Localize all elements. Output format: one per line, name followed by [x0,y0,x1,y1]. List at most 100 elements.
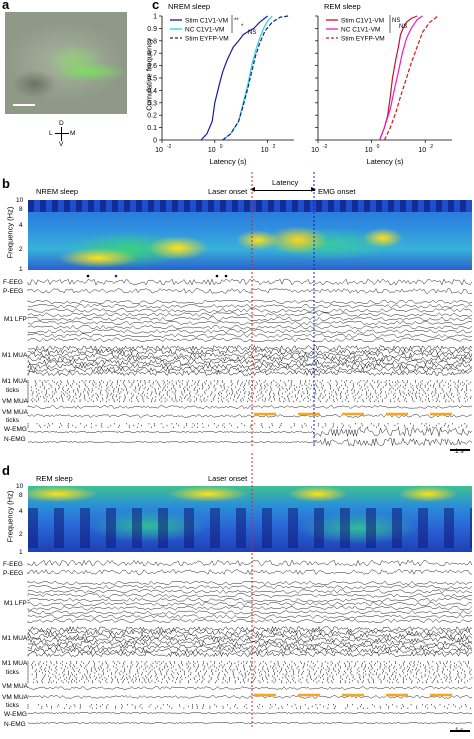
trace-vm-ticks-row [27,704,466,706]
trace-m1-lfp-channel [27,589,473,594]
trace-m1-lfp-channel [27,580,473,586]
d-freq-tick-10: 10 [16,483,24,490]
b-emg-onset: EMG onset [318,187,356,196]
compass-m: M [70,130,76,137]
b-freq-tick-2: 2 [19,246,23,253]
compass-cross-h [55,133,69,134]
c0-xtick-label: 10 [208,147,216,154]
panel-c-letter: c [152,0,160,12]
c0-significance-2: NS [248,30,256,36]
trace-m1-mua-channel [27,633,473,640]
trace-m1-lfp-channel [27,597,473,603]
b-trace-label-m1mua: M1 MUA [2,352,28,359]
c1-xtick-exponent: 2 [430,144,433,150]
c0-xtick-label: 10 [155,147,163,154]
b-trace-label-m1lfp: M1 LFP [4,316,27,323]
d-trace-label-wemg: W-EMG [4,711,27,718]
trace-m1-lfp-channel [27,610,473,615]
c-ytick-label: 0.9 [147,26,157,33]
trace-vm-ticks-row [27,424,468,427]
c1-significance-1: NS [399,24,407,30]
trace-m1-lfp-channel [27,303,473,309]
trace-m1-mua-ticks-row [27,675,466,677]
d-trace-label-m1mua: M1 MUA [2,635,28,642]
trace-m1-mua-ticks-row [27,388,467,390]
d-state-label: REM sleep [36,474,73,483]
trace-m1-mua-channel [27,625,473,633]
trace-feeg [27,559,473,567]
trace-m1-lfp-channel [27,320,473,326]
b-trace-label-peeg: P-EEG [3,288,24,295]
trace-m1-mua-channel [27,650,473,658]
trace-m1-mua-ticks-row [27,381,472,383]
compass-l: L [49,130,53,137]
c-ytick-label: 0.3 [147,100,157,107]
trace-m1-mua-ticks-row [27,397,471,399]
trace-m1-mua-ticks-row [27,673,472,676]
trace-m1-mua-ticks-row [27,396,472,398]
compass-cross-v [61,127,62,141]
b-freq-tick-8: 8 [19,206,23,213]
trace-m1-mua-channel [27,636,473,643]
trace-m1-mua-ticks-row [27,672,470,674]
d-trace-label-vmticks: ticks [6,702,19,709]
trace-m1-mua-channel [27,643,473,651]
trace-feeg [27,278,473,286]
d-trace-label-m1mua-ticks: M1 MUA [2,660,28,667]
c1-xtick-label: 10 [418,147,426,154]
trace-m1-lfp-channel [27,337,473,343]
c-ytick-label: 0 [153,138,157,145]
spindle-marker-dot [215,274,219,278]
trace-m1-mua-channel [27,362,473,370]
c0-significance-1: * [241,24,244,30]
trace-m1-mua-ticks-row [27,664,468,666]
trace-vm-mua-1 [27,686,473,690]
trace-m1-mua-ticks-row [27,399,468,401]
c0-xtick-exponent: 2 [273,144,276,150]
trace-m1-lfp-channel [27,308,473,313]
c0-significance-0: ** [234,18,239,24]
d-trace-label-nemg: N-EMG [4,721,26,728]
trace-m1-lfp-channel [27,614,473,619]
b-trace-label-wemg: W-EMG [4,426,27,433]
c-ytick-label: 0.5 [147,76,157,83]
trace-m1-mua-ticks-row [27,669,472,671]
c1-significance-0: NS [392,18,400,24]
c-ytick-label: 0.4 [147,88,157,95]
d-trace-label-vmmua-ticks: VM MUA [2,694,28,701]
d-freq-tick-2: 2 [19,531,23,538]
b-latency-label: Latency [272,178,299,187]
c1-legend-label-1: NC C1V1-VM [341,27,380,34]
c1-legend-label-2: Stim EYFP-VM [341,36,385,43]
trace-w-emg [27,426,473,438]
b-scale-bar-label: 1 s [455,448,464,455]
c0-series-0-line [200,15,268,141]
trace-m1-mua-ticks-row [27,677,473,679]
b-trace-label-vmmua: VM MUA [2,398,28,405]
trace-vm-mua-2 [27,414,473,418]
c-ytick-label: 0.6 [147,63,157,70]
b-freq-tick-10: 10 [16,197,24,204]
trace-m1-lfp-channel [27,316,473,322]
trace-m1-lfp-channel [27,618,473,624]
trace-m1-mua-ticks-row [27,391,465,393]
c-ytick-label: 0.2 [147,113,157,120]
d-trace-label-m1ticks: ticks [6,669,19,676]
b-spectrogram-dark-band [28,200,472,212]
trace-m1-mua-channel [27,629,473,636]
c1-xtick-exponent: -2 [323,144,328,150]
c-ytick-label: 0.1 [147,125,157,132]
b-latency-arrow [253,190,315,191]
b-freq-tick-1: 1 [19,266,23,273]
trace-vm-mua-2 [27,695,473,699]
compass-d: D [59,120,64,127]
b-state-label: NREM sleep [36,187,79,196]
trace-vm-ticks-row [27,707,471,709]
trace-m1-lfp-channel [27,605,473,611]
trace-m1-lfp-channel [27,584,473,590]
trace-m1-lfp-channel [27,324,473,330]
c1-xtick-exponent: 0 [377,144,380,150]
b-spectrogram [28,200,472,270]
trace-m1-mua-channel [27,355,473,362]
